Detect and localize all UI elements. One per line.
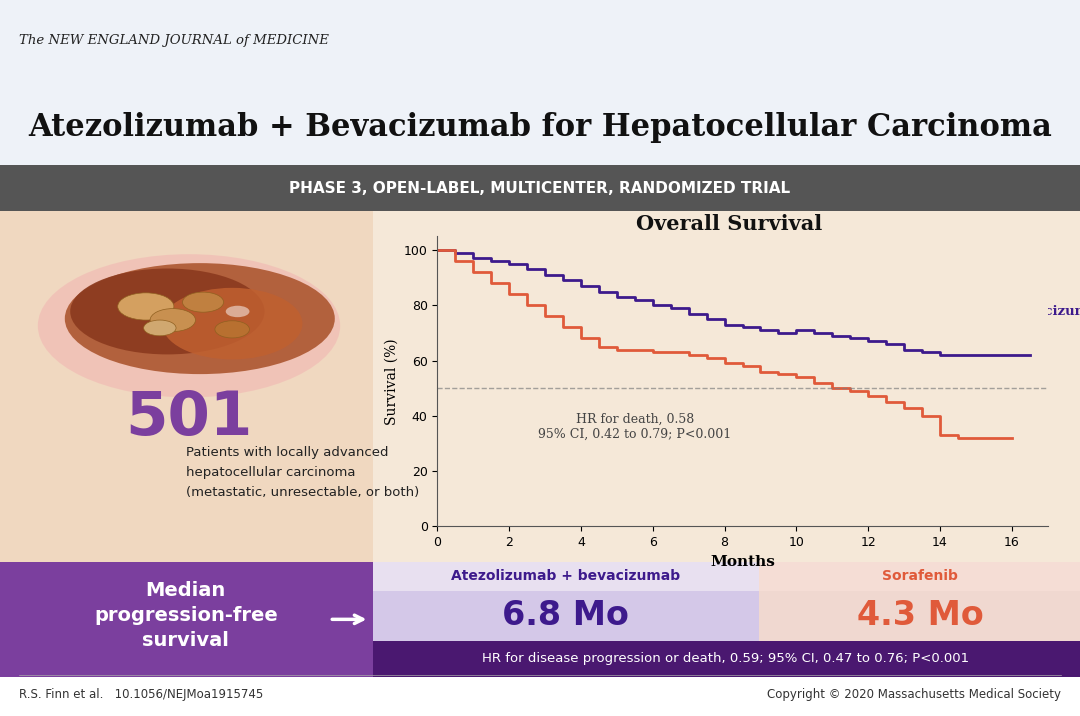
Bar: [0, 211, 1080, 562]
Text: 501: 501: [125, 390, 253, 448]
Text: Patients with locally advanced: Patients with locally advanced: [186, 446, 389, 459]
Text: (N = 165): (N = 165): [959, 412, 1026, 425]
FancyArrowPatch shape: [333, 615, 363, 624]
Ellipse shape: [38, 254, 340, 397]
Ellipse shape: [215, 321, 249, 338]
Text: (metastatic, unresectable, or both): (metastatic, unresectable, or both): [186, 486, 419, 499]
Text: PHASE 3, OPEN-LABEL, MULTICENTER, RANDOMIZED TRIAL: PHASE 3, OPEN-LABEL, MULTICENTER, RANDOM…: [289, 181, 791, 195]
Text: 6.8 Mo: 6.8 Mo: [502, 599, 630, 632]
Text: HR for death, 0.58
95% CI, 0.42 to 0.79; P<0.001: HR for death, 0.58 95% CI, 0.42 to 0.79;…: [538, 413, 731, 441]
X-axis label: Months: Months: [710, 554, 775, 569]
Bar: [759, 591, 1080, 641]
Ellipse shape: [144, 320, 176, 336]
Ellipse shape: [183, 292, 224, 312]
Bar: [0, 97, 1080, 165]
Text: HR for disease progression or death, 0.59; 95% CI, 0.47 to 0.76; P<0.001: HR for disease progression or death, 0.5…: [482, 652, 970, 665]
Text: hepatocellular carcinoma: hepatocellular carcinoma: [186, 466, 355, 479]
Text: Atezolizumab + Bevacizumab for Hepatocellular Carcinoma: Atezolizumab + Bevacizumab for Hepatocel…: [28, 112, 1052, 143]
Ellipse shape: [65, 263, 335, 374]
Text: Atezolizumab + bevacizumab: Atezolizumab + bevacizumab: [451, 569, 680, 584]
Bar: [0, 562, 373, 677]
Bar: [373, 591, 759, 641]
Text: R.S. Finn et al.   10.1056/NEJMoa1915745: R.S. Finn et al. 10.1056/NEJMoa1915745: [19, 688, 264, 701]
Text: Overall Survival: Overall Survival: [636, 214, 822, 234]
Text: Median
progression-free
survival: Median progression-free survival: [94, 581, 278, 650]
Bar: [0, 0, 1080, 97]
Text: The NEW ENGLAND JOURNAL of MEDICINE: The NEW ENGLAND JOURNAL of MEDICINE: [19, 34, 329, 47]
Text: Copyright © 2020 Massachusetts Medical Society: Copyright © 2020 Massachusetts Medical S…: [767, 688, 1061, 701]
Bar: [0, 165, 1080, 211]
Y-axis label: Survival (%): Survival (%): [384, 338, 399, 425]
Ellipse shape: [226, 306, 249, 317]
Bar: [0, 677, 1080, 716]
Text: (N=336): (N=336): [970, 326, 1028, 339]
Text: Sorafenib: Sorafenib: [882, 569, 958, 584]
Ellipse shape: [70, 268, 265, 354]
Bar: [0, 211, 373, 562]
Text: 4.3 Mo: 4.3 Mo: [856, 599, 984, 632]
Ellipse shape: [162, 288, 302, 359]
Ellipse shape: [150, 309, 195, 332]
Text: Atezolizumab + bevacizumab: Atezolizumab + bevacizumab: [891, 305, 1080, 318]
Text: Sorafenib: Sorafenib: [959, 391, 1030, 404]
Bar: [759, 562, 1080, 591]
Bar: [0, 562, 1080, 677]
Bar: [373, 562, 759, 591]
Ellipse shape: [118, 293, 174, 320]
Bar: [373, 641, 1080, 677]
